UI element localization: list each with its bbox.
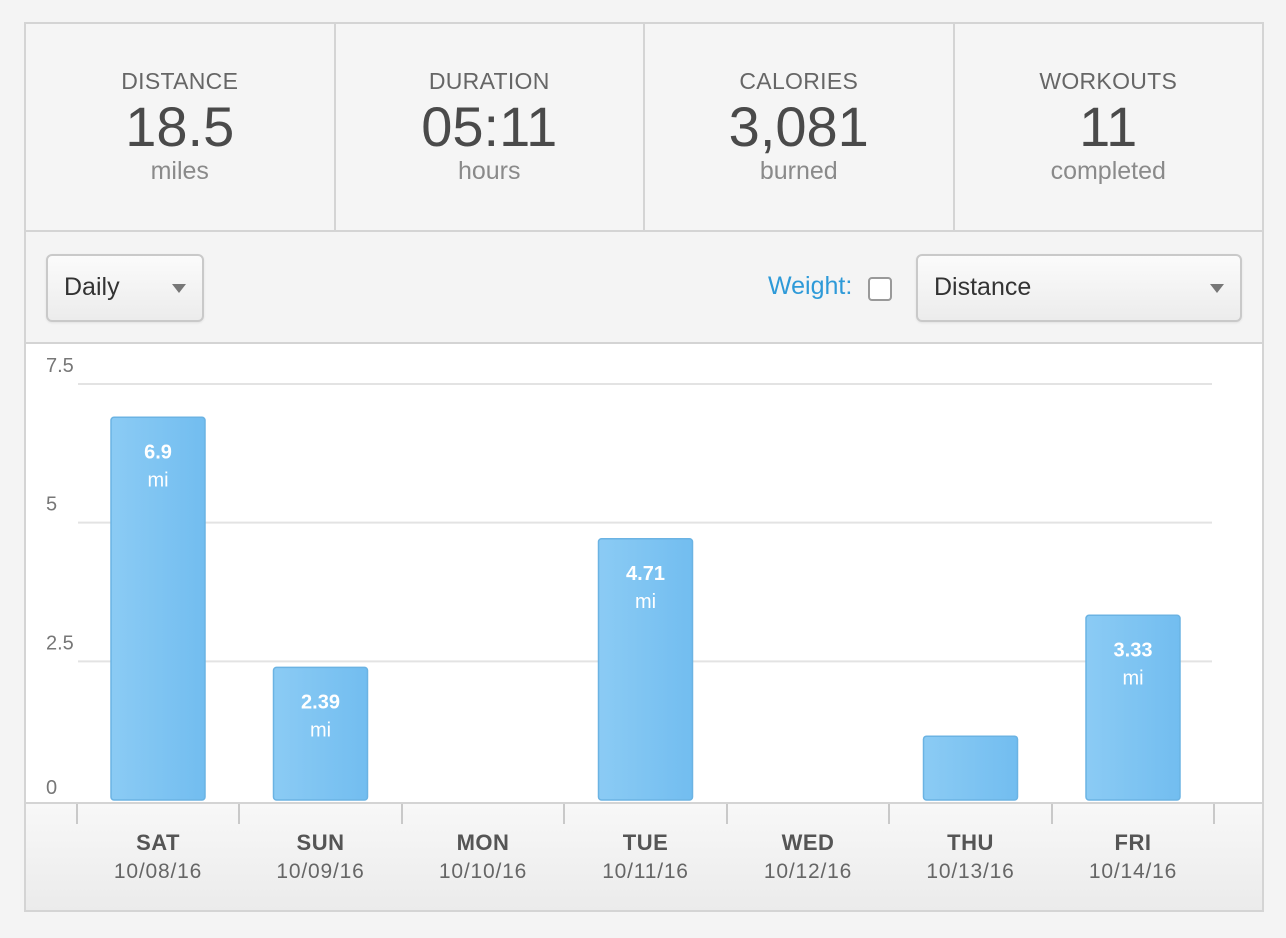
stat-value: 3,081 (728, 95, 869, 158)
x-tick-mark (400, 804, 403, 824)
bar-value-label: 4.71 (626, 563, 665, 585)
bar-fri[interactable] (1085, 614, 1181, 801)
bar-unit-label: mi (635, 591, 656, 613)
bar-value-label: 6.9 (144, 441, 172, 463)
x-tick-day: SUN (296, 830, 345, 855)
stats-row: DISTANCE 18.5 miles DURATION 05:11 hours… (26, 24, 1262, 232)
period-select[interactable]: Daily (46, 254, 204, 322)
stat-unit: miles (150, 157, 209, 185)
stat-unit: burned (759, 157, 838, 185)
chevron-down-icon (1210, 284, 1224, 293)
x-tick-mark (1050, 804, 1053, 824)
chart-controls: Daily Weight: Distance (26, 232, 1262, 344)
stat-value: 05:11 (421, 95, 558, 158)
x-tick-label: FRI 10/14/16 (1053, 830, 1213, 884)
x-tick-day: WED (781, 830, 835, 855)
stat-unit: completed (1050, 157, 1166, 185)
stat-value: 11 (1079, 95, 1138, 158)
x-axis: SAT 10/08/16 SUN 10/09/16 MON 10/10/16 TUE 10/1… (26, 802, 1262, 910)
x-tick-label: WED 10/12/16 (728, 830, 888, 884)
x-tick-day: THU (947, 830, 994, 855)
weight-checkbox[interactable] (868, 277, 892, 301)
y-tick-label: 2.5 (46, 632, 74, 654)
x-tick-day: TUE (622, 830, 669, 855)
chevron-down-icon (172, 284, 186, 293)
x-tick-date: 10/14/16 (1088, 860, 1178, 883)
weight-label: Weight: (768, 272, 853, 300)
x-tick-mark (238, 804, 241, 824)
stat-unit: hours (457, 157, 521, 185)
bar-value-label: 3.33 (1114, 639, 1153, 661)
metric-select[interactable]: Distance (916, 254, 1242, 322)
bar-unit-label: mi (147, 469, 168, 491)
stat-distance: DISTANCE 18.5 miles (26, 24, 336, 230)
x-tick-label: MON 10/10/16 (403, 830, 563, 884)
y-tick-label: 7.5 (46, 355, 74, 377)
y-tick-label: 5 (46, 494, 57, 516)
x-tick-mark (725, 804, 728, 824)
x-tick-day: MON (456, 830, 510, 855)
x-tick-mark (563, 804, 566, 824)
chart-svg: 0 2.5 5 7.5 6.9 mi 2.39 mi 4.71 mi 3.33 mi (46, 355, 1212, 801)
x-tick-date: 10/10/16 (438, 860, 528, 883)
x-tick-date: 10/09/16 (276, 860, 365, 883)
x-tick-mark (1213, 804, 1216, 824)
stat-label: DISTANCE (121, 68, 239, 94)
bar-tue[interactable] (597, 538, 694, 801)
stat-label: CALORIES (739, 68, 859, 94)
x-tick-date: 10/12/16 (763, 860, 853, 883)
activity-summary-panel: DISTANCE 18.5 miles DURATION 05:11 hours… (24, 22, 1264, 912)
x-tick-label: TUE 10/11/16 (566, 830, 726, 884)
x-tick-date: 10/11/16 (602, 860, 689, 883)
bar-unit-label: mi (310, 719, 331, 741)
period-select-value: Daily (64, 273, 120, 301)
x-tick-date: 10/13/16 (926, 860, 1015, 883)
x-tick-day: FRI (1114, 830, 1152, 855)
stat-value: 18.5 (125, 95, 235, 158)
bar-thu[interactable] (922, 735, 1019, 801)
x-tick-mark (75, 804, 78, 824)
stat-duration: DURATION 05:11 hours (335, 24, 645, 230)
stat-label: WORKOUTS (1039, 68, 1178, 94)
x-tick-label: SAT 10/08/16 (78, 830, 238, 884)
bar-value-label: 2.39 (301, 691, 340, 713)
bar-sat[interactable] (110, 416, 206, 801)
x-tick-date: 10/08/16 (113, 860, 203, 883)
stat-label: DURATION (428, 68, 550, 94)
stat-calories: CALORIES 3,081 burned (645, 24, 955, 230)
metric-select-value: Distance (934, 273, 1032, 301)
x-tick-label: SUN 10/09/16 (241, 830, 401, 884)
x-tick-label: THU 10/13/16 (891, 830, 1051, 884)
distance-bar-chart: 0 2.5 5 7.5 6.9 mi 2.39 mi 4.71 mi 3.33 mi (26, 344, 1262, 802)
bar-sun[interactable] (272, 666, 369, 801)
bar-unit-label: mi (1122, 667, 1143, 689)
x-tick-mark (888, 804, 891, 824)
x-tick-day: SAT (136, 830, 180, 855)
y-tick-label: 0 (46, 777, 57, 799)
stat-workouts: WORKOUTS 11 completed (954, 24, 1262, 230)
